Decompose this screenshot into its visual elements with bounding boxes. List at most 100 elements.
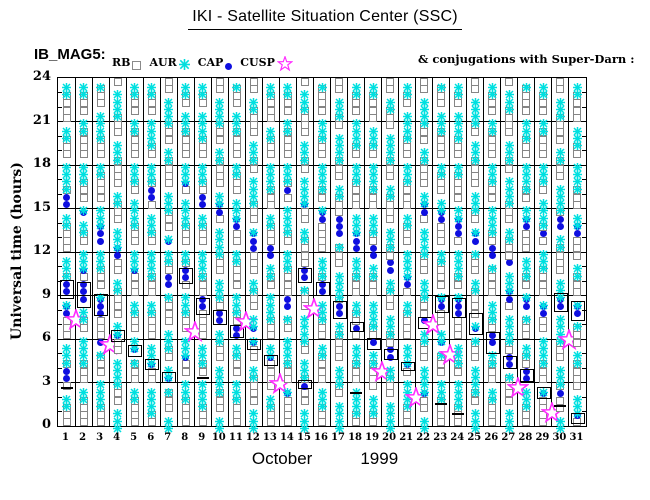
rb-symbol <box>300 215 309 224</box>
aur-symbol <box>470 360 480 379</box>
aur-symbol <box>402 157 412 176</box>
cusp-star-symbol <box>506 375 531 403</box>
x-tick-label: 5 <box>130 432 138 443</box>
rb-symbol <box>283 418 292 427</box>
aur-symbol <box>283 208 293 227</box>
y-tick-mark <box>582 324 586 325</box>
aur-symbol <box>351 258 361 277</box>
rb-symbol <box>300 77 309 86</box>
aur-symbol <box>283 244 293 263</box>
rb-symbol <box>113 77 122 86</box>
rb-symbol <box>113 338 122 347</box>
aur-symbol <box>181 287 191 306</box>
aur-symbol <box>351 295 361 314</box>
cap-symbol <box>199 194 207 202</box>
aur-symbol <box>555 106 565 125</box>
aur-symbol <box>470 99 480 118</box>
aur-symbol <box>215 92 225 111</box>
rb-symbol <box>488 280 497 289</box>
aur-symbol <box>572 77 582 96</box>
aur-symbol <box>419 273 429 292</box>
aur-symbol <box>402 295 412 314</box>
rb-symbol <box>573 251 582 260</box>
aur-symbol <box>62 389 72 408</box>
rb-symbol <box>62 113 71 122</box>
aur-symbol <box>266 287 276 306</box>
y-tick-mark <box>58 121 66 122</box>
rb-symbol <box>318 418 326 427</box>
rb-symbol <box>522 99 531 108</box>
cap-symbol <box>386 259 394 267</box>
cap-symbol <box>454 310 462 318</box>
aur-symbol <box>215 186 225 205</box>
aur-symbol <box>96 389 106 408</box>
aur-symbol <box>521 113 531 132</box>
conjugation-box <box>111 330 126 343</box>
y-tick-mark <box>578 164 586 166</box>
rb-symbol <box>232 418 241 427</box>
aur-symbol <box>79 164 89 183</box>
rb-symbol <box>62 106 71 115</box>
x-axis-year: 1999 <box>360 449 399 468</box>
rb-symbol <box>420 171 429 180</box>
cap-symbol <box>250 244 258 252</box>
aur-symbol <box>521 338 531 357</box>
aur-symbol <box>521 77 531 96</box>
rb-symbol <box>454 316 463 325</box>
rb-symbol <box>488 193 497 202</box>
aur-symbol <box>249 135 259 154</box>
aur-symbol <box>164 229 174 248</box>
y-tick-mark <box>582 353 586 354</box>
x-tick-label: 16 <box>314 432 328 443</box>
aur-symbol <box>334 266 344 285</box>
aur-symbol <box>164 287 174 306</box>
aur-symbol <box>181 374 191 393</box>
aur-symbol <box>181 331 191 350</box>
aur-symbol <box>385 135 395 154</box>
cap-symbol <box>216 310 224 318</box>
aur-symbol <box>487 77 497 96</box>
aur-symbol <box>317 338 327 357</box>
aur-symbol <box>453 353 463 372</box>
aur-symbol <box>198 244 208 263</box>
rb-symbol <box>300 121 309 130</box>
rb-symbol <box>403 287 412 296</box>
aur-symbol <box>317 179 327 198</box>
conjugation-box <box>553 292 568 312</box>
aur-symbol <box>62 121 72 140</box>
aur-symbol <box>300 84 310 103</box>
rb-symbol <box>556 396 565 405</box>
cap-symbol <box>165 281 173 289</box>
aur-symbol <box>147 208 157 227</box>
rb-symbol <box>386 208 395 217</box>
cap-symbol <box>335 310 343 318</box>
rb-symbol <box>181 411 190 420</box>
cap-symbol <box>233 223 241 231</box>
cap-symbol <box>454 302 462 310</box>
rb-symbol <box>215 171 224 180</box>
aur-symbol <box>334 396 344 415</box>
rb-symbol <box>79 106 88 115</box>
aur-symbol <box>198 208 208 227</box>
aur-symbol <box>521 251 531 270</box>
rb-symbol <box>300 258 309 267</box>
x-tick-label: 29 <box>535 432 550 443</box>
aur-symbol <box>555 229 565 248</box>
aur-symbol <box>317 295 327 314</box>
y-tick-mark <box>582 92 586 93</box>
cap-symbol <box>573 230 581 238</box>
aur-symbol <box>572 345 582 364</box>
rb-symbol <box>283 280 292 289</box>
aur-symbol <box>385 128 395 147</box>
aur-symbol <box>453 200 463 219</box>
rb-symbol <box>79 142 88 151</box>
aur-symbol <box>130 338 140 357</box>
rb-symbol <box>232 273 241 282</box>
rb-symbol <box>471 77 480 86</box>
aur-symbol <box>504 222 514 241</box>
rb-symbol <box>454 418 463 427</box>
rb-symbol <box>403 324 412 333</box>
aur-symbol <box>555 193 565 212</box>
cap-symbol <box>522 302 530 310</box>
rb-symbol <box>113 302 122 311</box>
